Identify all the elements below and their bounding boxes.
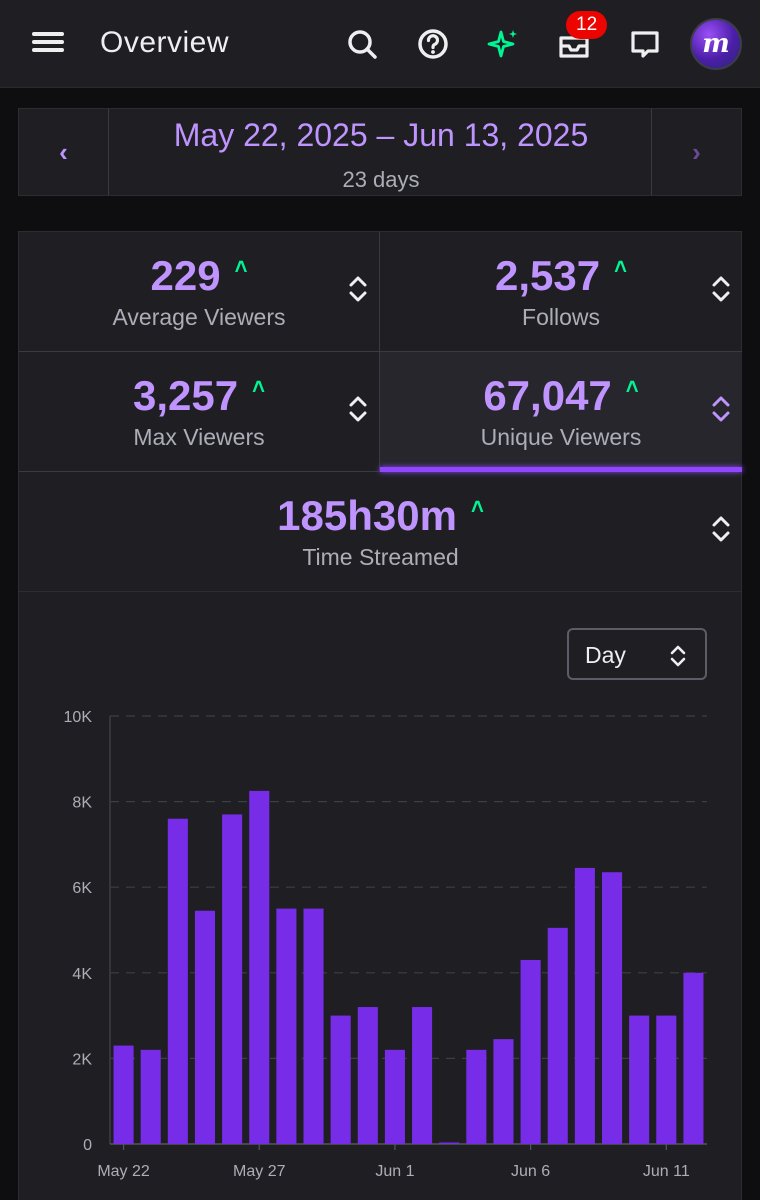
menu-icon[interactable] (28, 26, 70, 62)
active-stat-indicator (380, 467, 742, 472)
bar (656, 1015, 677, 1144)
bar (629, 1015, 650, 1144)
bar (547, 927, 568, 1144)
y-tick-label: 4K (72, 966, 92, 983)
chevron-right-icon: › (692, 136, 701, 167)
trend-up-icon: ˄ (252, 374, 265, 399)
trend-up-icon: ˄ (625, 374, 639, 399)
y-tick-label: 2K (72, 1051, 92, 1068)
bar (466, 1049, 487, 1144)
stat-value: 2,537 (495, 252, 601, 299)
stat-time-streamed[interactable]: 185h30m ˄ Time Streamed (19, 472, 742, 592)
y-tick-label: 10K (64, 709, 93, 726)
bar (601, 872, 623, 1144)
stat-average-viewers[interactable]: 229 ˄ Average Viewers (19, 232, 380, 352)
period-select[interactable]: Day (567, 628, 707, 680)
sort-icon[interactable] (347, 392, 369, 426)
bar (520, 959, 541, 1144)
chart-panel: Day 0 2K 4K 6K 8K 10K May 22 May 27 Jun 1 Jun 6 Ju… (18, 592, 742, 1200)
x-tick-label: Jun 11 (643, 1163, 690, 1180)
next-range-button[interactable]: › (651, 109, 741, 195)
sparkle-icon[interactable] (483, 24, 523, 64)
date-range-selector: ‹ May 22, 2025 – Jun 13, 2025 23 days › (18, 108, 742, 196)
x-tick-label: Jun 1 (375, 1163, 414, 1180)
help-icon[interactable] (413, 24, 453, 64)
bar (412, 1007, 433, 1144)
stat-max-viewers[interactable]: 3,257 ˄ Max Viewers (19, 352, 380, 472)
whispers-icon[interactable] (625, 24, 665, 64)
search-icon[interactable] (342, 24, 382, 64)
bar (167, 818, 188, 1144)
bar (357, 1007, 378, 1144)
bar (140, 1049, 161, 1144)
stat-label: Max Viewers (133, 424, 265, 450)
bar (384, 1049, 405, 1144)
page-title: Overview (100, 26, 230, 59)
stat-label: Time Streamed (302, 544, 459, 570)
x-tick-label: Jun 6 (511, 1163, 550, 1180)
bar (574, 867, 595, 1144)
chevron-updown-icon (670, 645, 686, 667)
avatar[interactable]: m (690, 18, 742, 70)
bar (194, 910, 216, 1144)
bar (222, 814, 243, 1144)
date-range-label[interactable]: May 22, 2025 – Jun 13, 2025 (173, 117, 589, 153)
bar (303, 908, 324, 1144)
stat-label: Average Viewers (112, 304, 286, 330)
stats-grid: 229 ˄ Average Viewers 2,537 ˄ Follows 3,25… (18, 231, 742, 592)
stat-value: 185h30m (277, 492, 457, 539)
top-bar: Overview 12 m (0, 0, 760, 88)
stat-label: Follows (522, 304, 600, 330)
x-tick-label: May 27 (233, 1163, 286, 1180)
bar (276, 908, 297, 1144)
stat-value: 67,047 (483, 372, 612, 419)
stat-follows[interactable]: 2,537 ˄ Follows (380, 232, 742, 352)
stat-value: 229 (150, 252, 221, 299)
trend-up-icon: ˄ (470, 494, 484, 519)
stat-label: Unique Viewers (480, 424, 642, 450)
trend-up-icon: ˄ (614, 254, 627, 279)
y-tick-label: 6K (72, 880, 92, 897)
sort-icon[interactable] (710, 392, 732, 426)
date-range-days: 23 days (342, 167, 420, 192)
sort-icon[interactable] (347, 272, 369, 306)
stat-value: 3,257 (133, 372, 239, 419)
bar (113, 1045, 134, 1144)
bar (493, 1039, 514, 1144)
bar (330, 1015, 351, 1144)
y-tick-label: 0 (83, 1137, 92, 1154)
notification-badge: 12 (566, 11, 608, 39)
bar (683, 972, 704, 1144)
x-tick-label: May 22 (97, 1163, 150, 1180)
sort-icon[interactable] (710, 272, 732, 306)
bar (439, 1142, 460, 1144)
period-select-value: Day (585, 642, 626, 668)
previous-range-button[interactable]: ‹ (19, 109, 109, 195)
trend-up-icon: ˄ (234, 254, 248, 279)
chevron-left-icon: ‹ (59, 136, 68, 167)
y-tick-label: 8K (72, 795, 92, 812)
bar-chart: 0 2K 4K 6K 8K 10K May 22 May 27 Jun 1 Jun 6 Jun 11 (64, 709, 707, 1180)
bar (249, 790, 270, 1144)
stat-unique-viewers[interactable]: 67,047 ˄ Unique Viewers (380, 352, 742, 472)
sort-icon[interactable] (710, 512, 732, 546)
